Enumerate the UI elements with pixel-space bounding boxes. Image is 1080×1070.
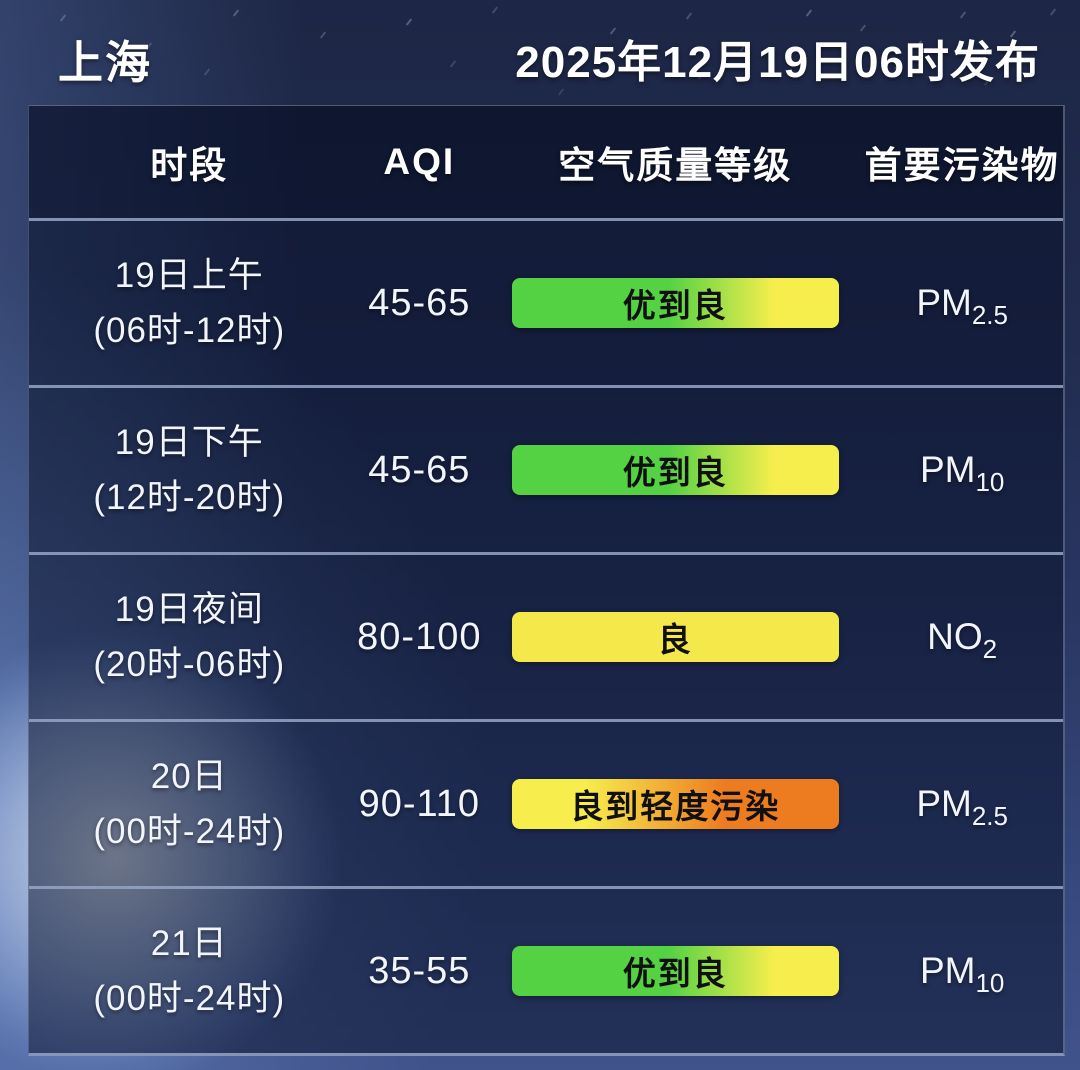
pollutant-name: PM [916, 783, 972, 824]
period-line2: (20时-06时) [93, 645, 286, 684]
pollutant-name: PM [919, 449, 976, 490]
city-title: 上海 [58, 37, 153, 88]
star-streak [1049, 8, 1057, 16]
period-line2: (00时-24时) [93, 979, 286, 1018]
publish-time: 2025年12月19日06时发布 [515, 38, 1040, 87]
period-cell: 21日 (00时-24时) [93, 916, 285, 1027]
pollutant-cell: PM2.5 [916, 783, 1008, 831]
star-streak [232, 9, 240, 17]
period-cell: 19日上午 (06时-12时) [93, 248, 285, 359]
period-line1: 19日上午 [114, 255, 264, 295]
air-quality-level-badge: 良 [511, 612, 839, 662]
star-streak [491, 6, 499, 14]
table-header-row: 时段 AQI 空气质量等级 首要污染物 [29, 106, 1063, 218]
air-quality-level-badge: 良到轻度污染 [511, 779, 839, 829]
aqi-value: 45-65 [368, 281, 471, 324]
air-quality-level-badge: 优到良 [511, 946, 839, 996]
star-streak [405, 18, 413, 26]
pollutant-cell: PM2.5 [916, 282, 1008, 330]
period-line2: (12时-20时) [93, 478, 286, 517]
period-line2: (06时-12时) [93, 311, 286, 350]
pollutant-subscript: 2.5 [971, 300, 1008, 330]
period-line1: 19日夜间 [114, 589, 264, 629]
period-cell: 19日夜间 (20时-06时) [93, 582, 285, 693]
header-bar: 上海 2025年12月19日06时发布 [58, 26, 1040, 91]
star-streak [685, 12, 693, 20]
column-header-period: 时段 [150, 145, 229, 186]
period-cell: 19日下午 (12时-20时) [93, 415, 285, 526]
pollutant-cell: NO2 [927, 616, 997, 664]
table-row: 19日下午 (12时-20时) 45-65 优到良 PM10 [29, 385, 1063, 552]
table-row: 21日 (00时-24时) 35-55 优到良 PM10 [29, 886, 1063, 1053]
air-quality-level-badge: 优到良 [511, 445, 839, 495]
table-row: 19日上午 (06时-12时) 45-65 优到良 PM2.5 [29, 218, 1063, 385]
forecast-table: 时段 AQI 空气质量等级 首要污染物 19日上午 (06时-12时) 45-6… [28, 105, 1065, 1056]
column-header-pollutant: 首要污染物 [864, 145, 1060, 186]
pollutant-cell: PM10 [919, 950, 1004, 998]
star-streak [805, 9, 813, 17]
period-line1: 21日 [150, 923, 228, 963]
pollutant-subscript: 2 [982, 634, 998, 664]
pollutant-name: PM [916, 282, 972, 323]
air-quality-level-badge: 优到良 [511, 278, 839, 328]
table-row: 19日夜间 (20时-06时) 80-100 良 NO2 [29, 552, 1063, 719]
period-line1: 19日下午 [114, 422, 264, 462]
aqi-value: 90-110 [358, 782, 481, 825]
pollutant-subscript: 2.5 [971, 801, 1008, 831]
aqi-value: 35-55 [368, 949, 471, 992]
period-line1: 20日 [150, 756, 228, 796]
table-row: 20日 (00时-24时) 90-110 良到轻度污染 PM2.5 [29, 719, 1063, 886]
star-streak [59, 14, 67, 22]
star-streak [959, 11, 967, 19]
pollutant-name: NO [927, 616, 983, 657]
aqi-value: 45-65 [368, 448, 471, 491]
pollutant-cell: PM10 [919, 449, 1004, 497]
aqi-value: 80-100 [357, 615, 482, 658]
column-header-level: 空气质量等级 [558, 145, 793, 186]
pollutant-subscript: 10 [975, 968, 1005, 998]
column-header-aqi: AQI [383, 141, 456, 182]
pollutant-subscript: 10 [975, 467, 1005, 497]
period-line2: (00时-24时) [93, 812, 286, 851]
period-cell: 20日 (00时-24时) [93, 749, 285, 860]
pollutant-name: PM [919, 950, 976, 991]
